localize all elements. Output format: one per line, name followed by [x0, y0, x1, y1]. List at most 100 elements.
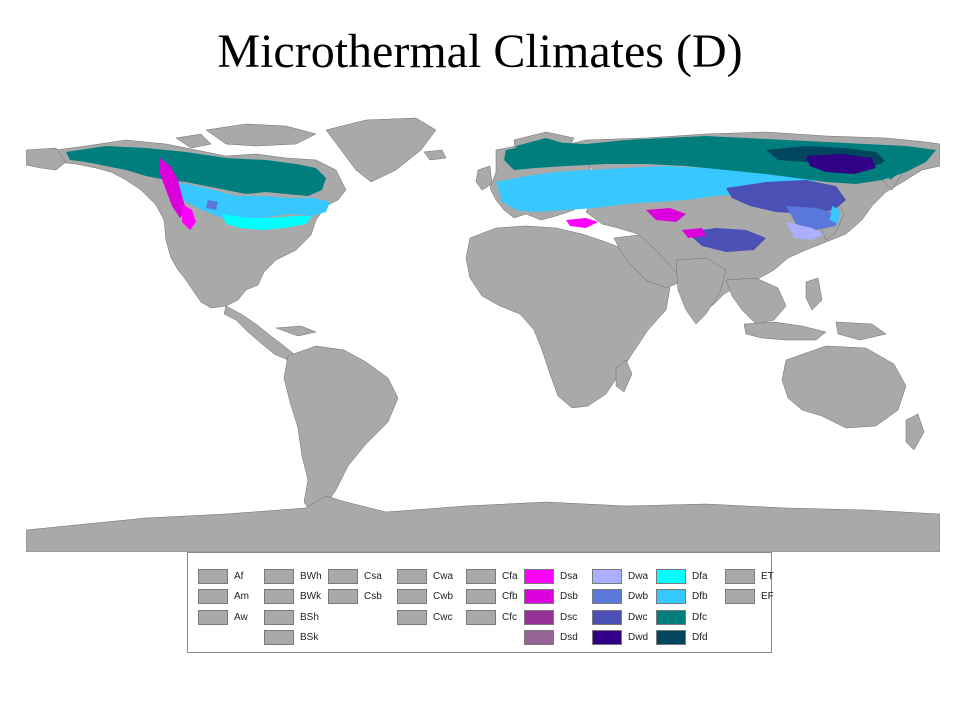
- legend-swatch-dfa: [656, 569, 686, 584]
- zone-dfa-north-america: [222, 214, 312, 230]
- zone-dwa-east-asia: [786, 222, 824, 240]
- new-zealand: [905, 413, 925, 451]
- legend-label-dfc: Dfc: [692, 612, 707, 623]
- legend-label-dwd: Dwd: [628, 632, 649, 643]
- arctic-islands-2: [175, 133, 212, 149]
- zone-dfc-north-america: [66, 146, 326, 196]
- legend-label-cfa: Cfa: [502, 571, 518, 582]
- legend-swatch-ef: [725, 589, 755, 604]
- central-america: [223, 305, 295, 361]
- legend-swatch-dsb: [524, 589, 554, 604]
- zone-dsa-north-america: [182, 204, 196, 230]
- legend-swatch-csa: [328, 569, 358, 584]
- legend-swatch-cfc: [466, 610, 496, 625]
- legend-swatch-et: [725, 569, 755, 584]
- legend-swatch-cfa: [466, 569, 496, 584]
- legend-swatch-dwd: [592, 630, 622, 645]
- legend-swatch-dsd: [524, 630, 554, 645]
- zone-dsb-central-asia: [646, 208, 686, 222]
- zone-dfc-kamchatka: [882, 158, 900, 180]
- uk: [475, 165, 493, 191]
- legend-label-cwb: Cwb: [433, 591, 454, 602]
- legend-swatch-bwk: [264, 589, 294, 604]
- legend-swatch-cwa: [397, 569, 427, 584]
- legend-label-aw: Aw: [234, 612, 248, 623]
- zone-dwb-east-asia: [786, 206, 838, 230]
- alaska: [26, 147, 67, 171]
- legend-swatch-bwh: [264, 569, 294, 584]
- philippines: [805, 277, 823, 311]
- legend-label-cfb: Cfb: [502, 591, 518, 602]
- legend-swatch-dsc: [524, 610, 554, 625]
- legend-swatch-bsh: [264, 610, 294, 625]
- southeast-asia: [725, 277, 787, 325]
- legend-label-dsb: Dsb: [560, 591, 578, 602]
- zone-dfb-eurasia: [496, 166, 816, 212]
- legend-swatch-csb: [328, 589, 358, 604]
- legend-swatch-cfb: [466, 589, 496, 604]
- legend-swatch-cwc: [397, 610, 427, 625]
- legend-swatch-dfd: [656, 630, 686, 645]
- africa: [465, 225, 671, 409]
- new-guinea: [835, 321, 887, 341]
- zone-dwb-north-america: [206, 200, 218, 210]
- legend-label-cwc: Cwc: [433, 612, 453, 623]
- zone-dsa-turkey: [566, 218, 598, 228]
- legend-swatch-dwa: [592, 569, 622, 584]
- zone-dfb-scandinavia: [516, 138, 566, 160]
- legend-label-bwk: BWk: [300, 591, 322, 602]
- legend-label-bsh: BSh: [300, 612, 319, 623]
- slide-title: Microthermal Climates (D): [217, 25, 743, 78]
- legend-swatch-bsk: [264, 630, 294, 645]
- microthermal-zones: [66, 136, 936, 252]
- antarctica: [26, 495, 940, 552]
- legend-label-cfc: Cfc: [502, 612, 517, 623]
- legend-swatch-am: [198, 589, 228, 604]
- legend-label-am: Am: [234, 591, 249, 602]
- legend-label-csb: Csb: [364, 591, 382, 602]
- india: [675, 257, 727, 325]
- legend-swatch-dfc: [656, 610, 686, 625]
- iceland: [423, 149, 447, 161]
- legend-label-dwb: Dwb: [628, 591, 649, 602]
- legend-label-dsd: Dsd: [560, 632, 578, 643]
- legend-swatch-aw: [198, 610, 228, 625]
- legend-label-dsc: Dsc: [560, 612, 578, 623]
- legend-label-dsa: Dsa: [560, 571, 578, 582]
- zone-dfb-japan: [830, 206, 840, 224]
- legend-label-dwa: Dwa: [628, 571, 649, 582]
- legend-swatch-cwb: [397, 589, 427, 604]
- legend-swatch-dwb: [592, 589, 622, 604]
- world-climate-map: [26, 117, 940, 552]
- legend-label-af: Af: [234, 571, 244, 582]
- zone-dwd-siberia: [806, 154, 876, 174]
- indonesia: [743, 321, 827, 341]
- legend-label-bsk: BSk: [300, 632, 319, 643]
- legend-label-et: ET: [761, 571, 774, 582]
- zone-dfb-north-america: [176, 182, 330, 222]
- zone-dwc-tibet: [686, 228, 766, 252]
- legend-swatch-dwc: [592, 610, 622, 625]
- legend-swatch-dsa: [524, 569, 554, 584]
- legend-label-dfb: Dfb: [692, 591, 708, 602]
- legend-swatch-dfb: [656, 589, 686, 604]
- legend-label-bwh: BWh: [300, 571, 322, 582]
- south-america: [283, 345, 399, 515]
- legend-label-dwc: Dwc: [628, 612, 648, 623]
- legend-label-dfa: Dfa: [692, 571, 708, 582]
- zone-dsb-central-asia-2: [682, 228, 706, 238]
- legend-label-ef: EF: [761, 591, 774, 602]
- legend-swatch-af: [198, 569, 228, 584]
- zone-dsb-north-america: [160, 158, 186, 218]
- climate-legend: Af Am Aw BWh BWk BSh BSk Csa Csb Cwa Cwb Cwc Cfa Cfb C…: [187, 552, 774, 653]
- madagascar: [615, 359, 633, 393]
- legend-label-dfd: Dfd: [692, 632, 708, 643]
- zone-dwc-east-asia: [726, 180, 846, 214]
- australia: [781, 345, 907, 429]
- caribbean: [275, 325, 317, 337]
- arctic-islands: [205, 123, 317, 147]
- legend-label-cwa: Cwa: [433, 571, 454, 582]
- legend-label-csa: Csa: [364, 571, 382, 582]
- greenland: [325, 117, 437, 183]
- landmasses: [26, 117, 940, 552]
